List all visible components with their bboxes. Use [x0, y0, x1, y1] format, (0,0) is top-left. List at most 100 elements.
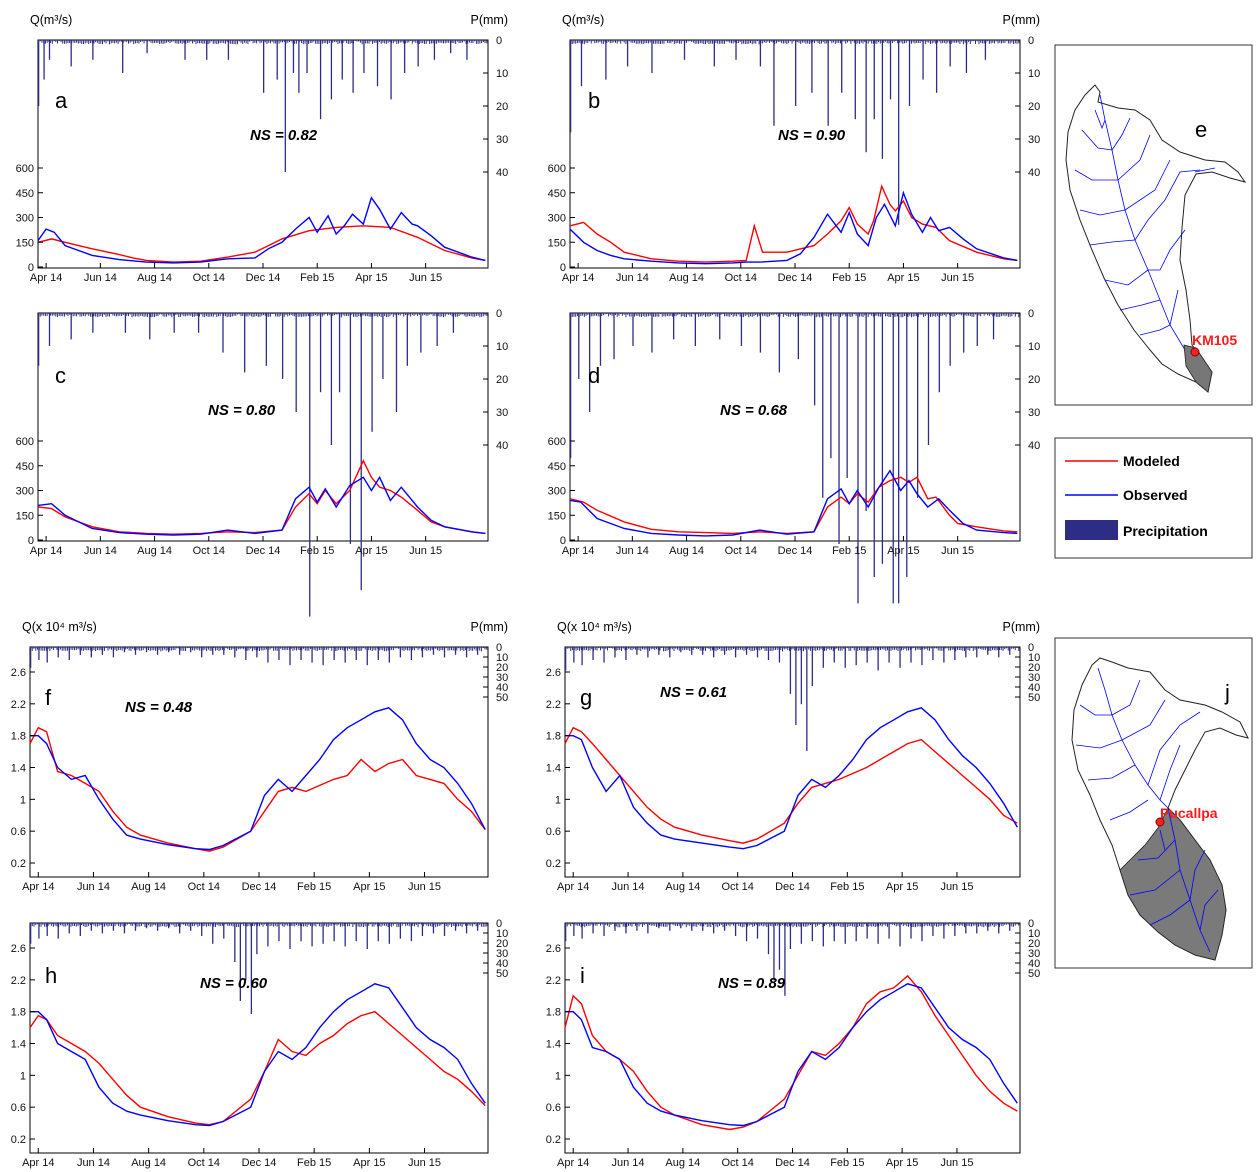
precip-bar	[668, 313, 670, 317]
precip-bar	[366, 647, 368, 651]
precip-bar	[480, 647, 482, 652]
precip-bar	[699, 40, 701, 44]
precip-bar	[269, 647, 271, 650]
precip-bar	[743, 313, 745, 318]
precip-bar	[897, 313, 899, 317]
precip-bar	[621, 923, 622, 925]
precip-bar	[218, 923, 220, 927]
precip-bar	[723, 923, 726, 931]
precip-bar	[591, 647, 593, 650]
precip-bar	[58, 313, 60, 316]
precip-bar	[202, 313, 204, 317]
precip-bar	[922, 923, 923, 927]
precip-bar	[1002, 40, 1004, 43]
precip-bar	[427, 40, 429, 42]
precip-bar	[242, 40, 244, 44]
precip-bar	[311, 923, 313, 927]
precip-bar	[692, 313, 694, 315]
precip-bar	[934, 647, 936, 649]
precip-bar	[813, 313, 816, 406]
precip-bar	[128, 923, 130, 925]
precip-bar	[756, 647, 759, 658]
precip-bar	[67, 313, 69, 316]
precip-bar	[632, 313, 634, 346]
precip-bar	[976, 647, 978, 650]
precip-bar	[973, 40, 975, 42]
precip-bar	[573, 647, 575, 663]
precip-bar	[833, 40, 835, 43]
precip-bar	[625, 923, 627, 934]
precip-bar	[958, 923, 960, 926]
precip-bar	[159, 313, 161, 315]
precip-bar	[433, 647, 435, 649]
precip-bar	[373, 40, 375, 43]
precip-bar	[267, 923, 269, 926]
precip-bar	[573, 923, 575, 925]
precip-bar	[425, 313, 427, 316]
q-tick-label: 2.2	[546, 975, 561, 987]
precip-bar	[209, 647, 211, 651]
precip-bar	[47, 923, 49, 926]
precip-bar	[656, 313, 658, 317]
precip-bar	[434, 313, 436, 316]
precip-bar	[165, 923, 167, 927]
x-tick-label: Apr 15	[355, 545, 387, 557]
precip-bar	[368, 923, 370, 926]
precip-bar	[228, 40, 230, 43]
precip-bar	[762, 923, 764, 927]
precip-bar	[796, 647, 797, 651]
precip-bar	[853, 313, 855, 315]
precip-bar	[58, 647, 60, 651]
precip-bar	[250, 313, 252, 317]
precip-bar	[334, 923, 336, 925]
precip-bar	[267, 647, 269, 663]
precip-bar	[764, 647, 766, 651]
panel-letter: b	[588, 88, 600, 113]
precip-bar	[911, 647, 913, 649]
precip-bar	[585, 313, 587, 316]
precip-bar	[259, 313, 261, 317]
precip-bar	[288, 923, 290, 927]
precip-bar	[836, 923, 838, 927]
precip-bar	[237, 40, 239, 45]
precip-bar	[966, 313, 968, 316]
precip-bar	[923, 313, 925, 317]
precip-bar	[359, 40, 361, 43]
precip-bar	[107, 313, 109, 317]
precip-bar	[917, 313, 919, 317]
precip-bar	[923, 923, 925, 927]
precip-bar	[624, 923, 626, 927]
x-tick-label: Dec 14	[778, 272, 813, 284]
precip-bar	[81, 647, 83, 651]
precip-bar	[51, 923, 53, 926]
precip-bar	[387, 40, 389, 43]
precip-bar	[1013, 40, 1015, 44]
precip-bar	[622, 647, 624, 649]
x-tick-label: Aug 14	[131, 1157, 166, 1169]
precip-bar	[658, 647, 660, 655]
precip-bar	[932, 647, 934, 649]
precip-bar	[273, 923, 275, 927]
precip-bar	[827, 40, 829, 126]
precip-bar	[325, 313, 327, 315]
precip-bar	[976, 313, 978, 346]
precip-bar	[959, 40, 961, 45]
precip-bar	[443, 647, 445, 651]
precip-bar	[389, 923, 391, 926]
precip-bar	[741, 313, 743, 318]
precip-bar	[636, 923, 638, 926]
precip-bar	[663, 313, 665, 317]
precip-bar	[256, 647, 258, 658]
panel-letter: f	[45, 685, 52, 710]
precip-bar	[930, 647, 932, 649]
precip-bar	[957, 923, 958, 926]
precip-bar	[871, 647, 873, 651]
precip-bar	[190, 40, 192, 42]
precip-bar	[878, 647, 880, 651]
precip-bar	[801, 40, 803, 43]
precip-bar	[309, 313, 311, 617]
precip-bar	[89, 313, 91, 317]
precip-bar	[978, 923, 979, 927]
x-tick-label: Feb 15	[830, 1157, 864, 1169]
precip-bar	[376, 40, 379, 87]
